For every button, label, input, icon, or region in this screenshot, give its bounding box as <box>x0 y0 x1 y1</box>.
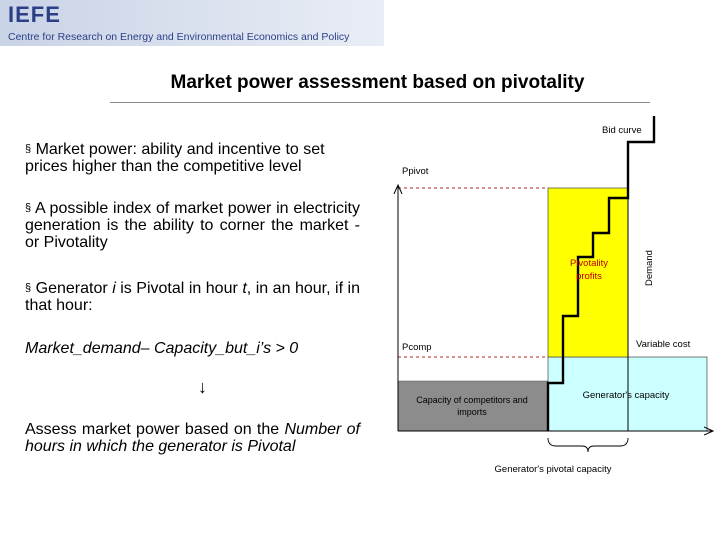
down-arrow-icon: ↓ <box>198 377 207 397</box>
pcomp-label: Pcomp <box>402 342 432 353</box>
header-banner: IEFE Centre for Research on Energy and E… <box>0 0 384 46</box>
bullet-pivotality-index: § A possible index of market power in el… <box>25 200 360 251</box>
bullet-text-pre: Generator <box>35 280 113 297</box>
bullet-marker: § <box>25 202 32 214</box>
bullet-marker: § <box>25 143 32 155</box>
generators-capacity-label: Generator's capacity <box>583 390 670 401</box>
assess-text-emphasis: Number of hours in which the generator i… <box>25 421 360 455</box>
pivotality-profits-block <box>547 187 629 358</box>
competitors-label-line2: imports <box>457 407 487 417</box>
logo-text: IEFE <box>8 2 61 27</box>
demand-label: Demand <box>644 250 655 286</box>
bullet-text: A possible index of market power in elec… <box>25 200 360 251</box>
page-title: Market power assessment based on pivotal… <box>170 72 585 93</box>
title-divider <box>110 102 650 103</box>
assess-text-pre: Assess market power based on the <box>25 421 285 438</box>
pivotal-condition-formula: Market_demand– Capacity_but_i’s > 0 <box>25 340 299 357</box>
hour-t: t <box>242 280 247 297</box>
generator-i: i <box>112 280 116 297</box>
bullet-pivotal-definition: § Generator i is Pivotal in hour t, in a… <box>25 280 360 314</box>
competitors-capacity-block <box>397 380 549 432</box>
pivotal-capacity-brace <box>547 437 629 453</box>
pivotality-profits-label-line2: profits <box>576 271 602 282</box>
header-subtitle: Centre for Research on Energy and Enviro… <box>8 31 350 43</box>
bullet-text: Market power: ability and incentive to s… <box>25 141 325 175</box>
variable-cost-label: Variable cost <box>636 339 691 350</box>
pivotality-profits-label-line1: Pivotality <box>570 258 608 269</box>
bid-curve-label: Bid curve <box>602 125 642 136</box>
bullet-market-power: § Market power: ability and incentive to… <box>25 141 360 175</box>
bullet-marker: § <box>25 282 32 294</box>
ppivot-label: Ppivot <box>402 166 429 177</box>
bullet-text-post: , in an hour, if in that hour: <box>25 280 361 314</box>
assess-text: Assess market power based on the Number … <box>25 421 360 455</box>
bid-curve <box>546 116 656 431</box>
competitors-label-line1: Capacity of competitors and <box>416 395 528 405</box>
pivotal-capacity-label: Generator's pivotal capacity <box>495 464 612 475</box>
bullet-text-mid: is Pivotal in hour <box>115 280 243 297</box>
